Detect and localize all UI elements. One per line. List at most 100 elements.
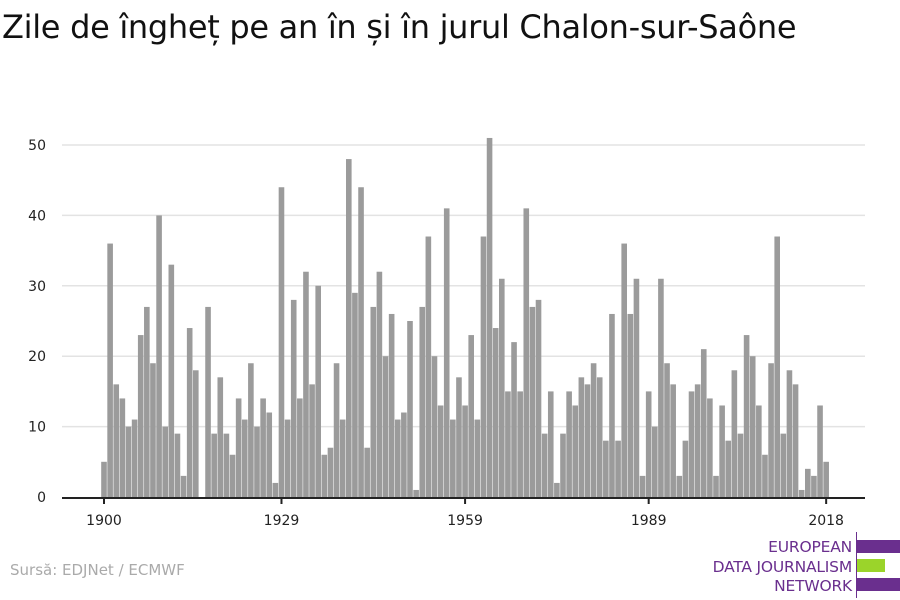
bar — [315, 285, 321, 497]
bar — [505, 391, 511, 497]
bar — [682, 440, 689, 497]
bar — [229, 454, 236, 497]
bar — [652, 426, 658, 497]
y-tick-label: 30 — [28, 279, 46, 295]
bar — [431, 356, 438, 497]
bar — [762, 454, 768, 497]
bar — [811, 475, 817, 497]
bar — [333, 363, 340, 497]
bar — [388, 313, 395, 497]
bar — [823, 461, 829, 497]
bar — [768, 363, 774, 497]
bar — [352, 292, 358, 497]
bar — [664, 363, 670, 497]
bar — [719, 405, 725, 497]
bar — [425, 236, 432, 497]
x-tick-label: 1989 — [631, 513, 667, 529]
bar — [144, 306, 150, 497]
bar — [174, 433, 181, 497]
bar — [805, 468, 811, 497]
bar — [364, 447, 370, 497]
bar — [621, 243, 627, 497]
bar — [248, 363, 254, 497]
bar — [137, 335, 144, 497]
bar — [401, 412, 407, 497]
bar — [272, 482, 279, 497]
bar — [633, 278, 640, 497]
bar — [107, 243, 113, 497]
bar — [254, 426, 260, 497]
bar — [474, 419, 481, 497]
bar — [786, 370, 793, 497]
bar — [180, 475, 187, 497]
bar — [217, 377, 224, 497]
bar — [603, 440, 609, 497]
bar — [700, 349, 707, 497]
bar — [101, 461, 107, 497]
bar — [535, 299, 542, 497]
bar — [125, 426, 132, 497]
edjnet-logo: EUROPEAN DATA JOURNALISM NETWORK — [700, 532, 900, 598]
bar — [297, 398, 303, 497]
bar — [645, 391, 652, 497]
bar — [554, 482, 560, 497]
logo-line-1: EUROPEAN — [768, 538, 852, 556]
x-tick-label: 1929 — [264, 513, 300, 529]
bar — [407, 321, 413, 497]
bar — [339, 419, 346, 497]
logo-divider — [856, 532, 857, 598]
bar — [676, 475, 683, 497]
logo-line-2: DATA JOURNALISM — [712, 558, 853, 576]
bar — [327, 447, 334, 497]
bar — [578, 377, 585, 497]
y-tick-label: 40 — [28, 208, 46, 224]
bar — [725, 440, 732, 497]
bar — [309, 384, 315, 497]
bar — [743, 335, 750, 497]
bar — [156, 215, 162, 497]
bar — [529, 306, 536, 497]
x-tick-label: 2018 — [808, 513, 844, 529]
bar — [443, 208, 450, 498]
bar — [590, 363, 597, 497]
bar — [450, 419, 456, 497]
bar — [707, 398, 713, 497]
bar — [205, 306, 211, 497]
bar — [193, 370, 199, 497]
bar — [486, 137, 493, 497]
bar — [756, 405, 762, 497]
bar — [523, 208, 530, 498]
bar — [731, 370, 738, 497]
bar — [211, 433, 217, 497]
bar — [284, 419, 291, 497]
bar — [223, 433, 230, 497]
bar — [609, 313, 615, 497]
bar — [480, 236, 487, 497]
bar — [303, 271, 309, 497]
y-tick-label: 0 — [37, 490, 46, 506]
bar — [168, 264, 175, 497]
bar — [266, 412, 273, 497]
bar — [456, 377, 462, 497]
logo-bar-purple-top — [857, 540, 900, 553]
bar — [499, 278, 505, 497]
bar — [596, 377, 603, 497]
bar — [260, 398, 266, 497]
bar — [541, 433, 548, 497]
bar — [511, 342, 517, 497]
bar — [462, 405, 468, 497]
bar — [749, 356, 756, 497]
bar — [627, 313, 634, 497]
bar — [162, 426, 168, 497]
bar — [798, 489, 805, 497]
bar — [713, 475, 719, 497]
bar — [290, 299, 297, 497]
bar — [492, 328, 499, 497]
bar — [688, 391, 695, 497]
bar — [547, 391, 554, 497]
x-tick-label: 1900 — [86, 513, 122, 529]
bar — [468, 335, 474, 497]
bar — [572, 405, 579, 497]
bar — [346, 159, 352, 497]
